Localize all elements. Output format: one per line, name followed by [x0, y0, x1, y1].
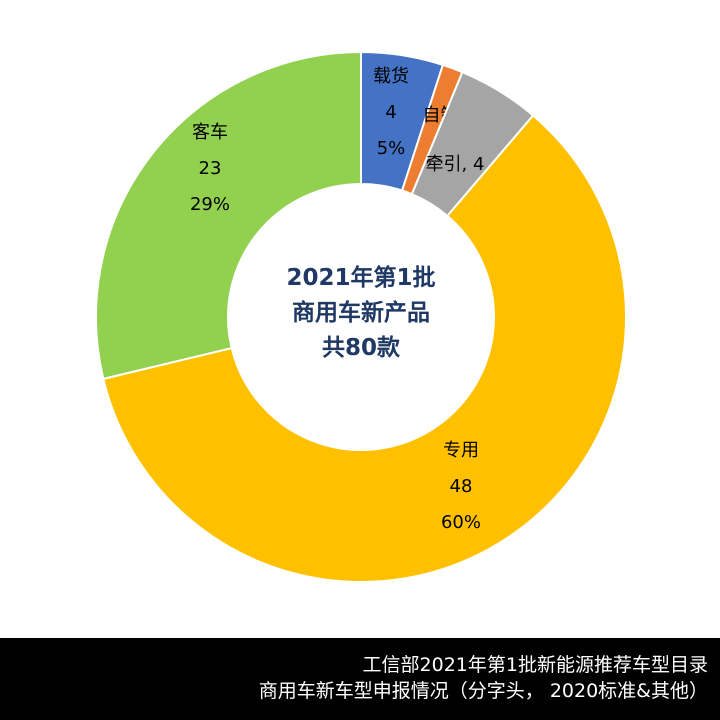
slice-label-4: 客车 23 29% — [190, 122, 230, 215]
center-title-line-1: 2021年第1批 — [286, 264, 435, 291]
footer-line-1: 工信部2021年第1批新能源推荐车型目录 — [362, 654, 708, 676]
donut-slice-3 — [102, 114, 627, 583]
footer-caption: 工信部2021年第1批新能源推荐车型目录 商用车新车型申报情况（分字头， 202… — [0, 638, 720, 720]
center-title-line-3: 共80款 — [322, 334, 401, 361]
donut-slice-4 — [95, 50, 362, 381]
footer-line-2: 商用车新车型申报情况（分字头， 2020标准&其他） — [258, 680, 708, 702]
slice-label-3: 专用 48 60% — [441, 440, 481, 533]
center-title-line-2: 商用车新产品 — [292, 299, 430, 326]
slice-label-0: 载货 4 5% — [373, 66, 409, 159]
